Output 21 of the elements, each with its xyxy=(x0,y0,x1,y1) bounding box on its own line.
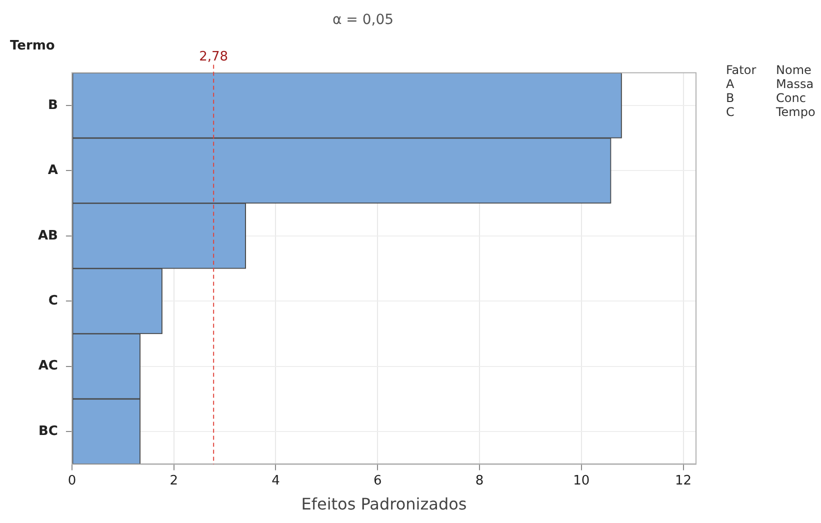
x-tick-label: 10 xyxy=(573,473,590,488)
ref-line-label: 2,78 xyxy=(199,50,228,65)
y-tick-label: BC xyxy=(38,424,58,439)
y-tick-label: B xyxy=(48,98,58,113)
y-tick-label: A xyxy=(48,163,58,178)
text: B Conc xyxy=(726,90,806,105)
x-tick-label: 8 xyxy=(475,473,484,488)
x-tick-label: 0 xyxy=(68,473,76,488)
x-tick-label: 2 xyxy=(170,473,178,488)
x-axis-title: Efeitos Padronizados xyxy=(301,494,467,514)
x-tick-label: 4 xyxy=(272,473,280,488)
x-tick-label: 12 xyxy=(674,473,692,488)
chart-title: α = 0,05 xyxy=(332,12,394,28)
y-axis-title: Termo xyxy=(10,38,55,54)
y-tick-label: C xyxy=(48,293,58,308)
x-tick-label: 6 xyxy=(373,473,382,488)
y-tick-label: AC xyxy=(38,358,58,374)
y-tick-label: AB xyxy=(38,228,58,244)
text: C Tempo xyxy=(726,104,816,119)
text: Fator Nome xyxy=(726,62,812,77)
text: A Massa xyxy=(726,76,814,91)
